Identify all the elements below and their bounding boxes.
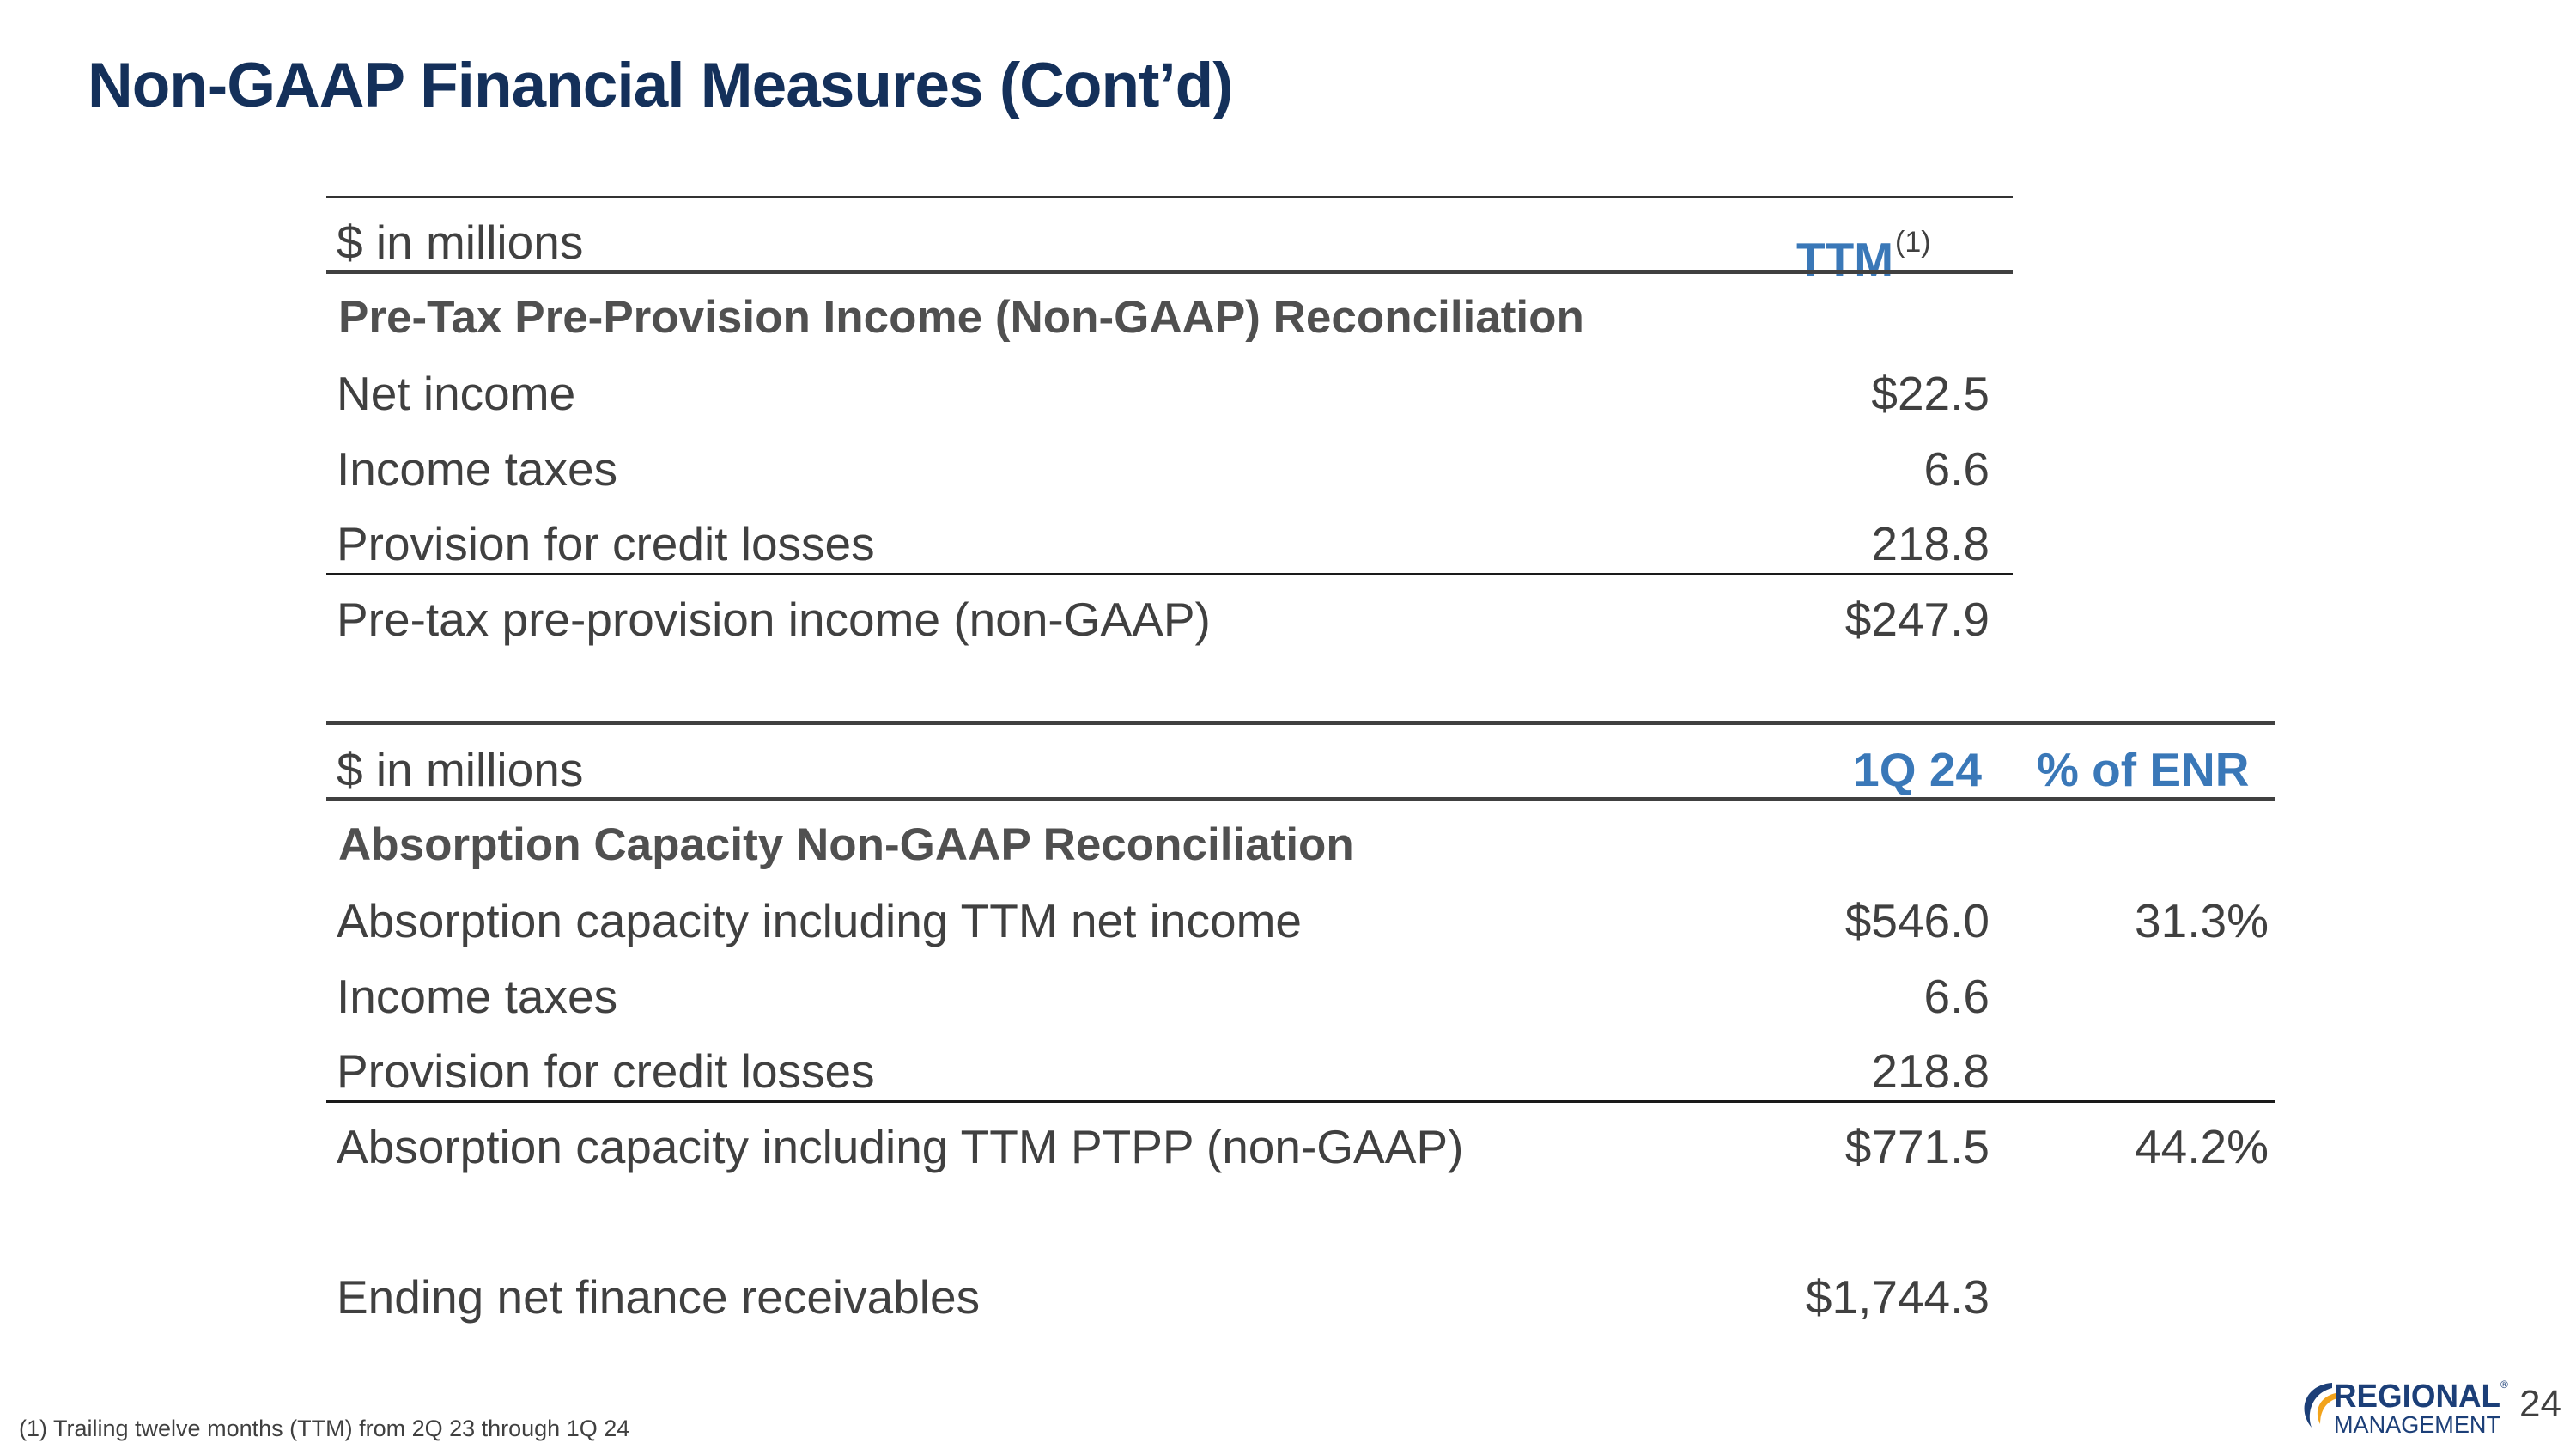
row-value: $1,744.3 — [1805, 1270, 1990, 1324]
row-label: Income taxes — [337, 970, 618, 1023]
table-row: Income taxes 6.6 — [337, 431, 1990, 507]
table1-section-title: Pre-Tax Pre-Provision Income (Non-GAAP) … — [338, 292, 1584, 343]
row-value: 218.8 — [1871, 517, 1990, 570]
logo-trademark: ® — [2500, 1379, 2508, 1391]
table2-subtotal-rule — [326, 1100, 2275, 1103]
table2-section-row: Absorption Capacity Non-GAAP Reconciliat… — [338, 807, 2270, 883]
table2-top-rule — [326, 721, 2275, 725]
row-value: 6.6 — [1923, 970, 1990, 1023]
table1-col-header: TTM(1) — [1796, 204, 1999, 297]
table-row: Provision for credit losses 218.8 — [337, 1033, 2269, 1109]
page-number: 24 — [2519, 1383, 2561, 1425]
footnote: (1) Trailing twelve months (TTM) from 2Q… — [19, 1416, 630, 1441]
logo-swoosh-accent-icon — [2317, 1393, 2337, 1424]
table1-section-row: Pre-Tax Pre-Provision Income (Non-GAAP) … — [338, 280, 2004, 356]
table-row: Provision for credit losses 218.8 — [337, 506, 1990, 581]
table2-col-header-pct-enr: % of ENR — [2037, 743, 2250, 796]
row-label: Absorption capacity including TTM net in… — [337, 894, 1302, 947]
table-row-total: Absorption capacity including TTM PTPP (… — [337, 1109, 2269, 1184]
table2-col-header-1q24: 1Q 24 — [1853, 743, 1982, 796]
table1-subtotal-rule — [326, 573, 2013, 575]
row-label: Income taxes — [337, 442, 618, 496]
table2-section-title: Absorption Capacity Non-GAAP Reconciliat… — [338, 819, 1354, 870]
table1-header-rule — [326, 270, 2013, 274]
row-label: Pre-tax pre-provision income (non-GAAP) — [337, 593, 1211, 646]
table-row: Net income $22.5 — [337, 356, 1990, 431]
logo-line1: REGIONAL — [2334, 1379, 2500, 1415]
table-row: Income taxes 6.6 — [337, 959, 2269, 1034]
logo-swoosh-icon — [2304, 1383, 2332, 1428]
table1-top-rule — [326, 196, 2013, 198]
table2-header-rule — [326, 797, 2275, 801]
table1-col-header-footnote-mark: (1) — [1895, 226, 1931, 259]
row-value: $546.0 — [1844, 894, 1990, 947]
row-label: Net income — [337, 367, 576, 420]
table-row-total: Pre-tax pre-provision income (non-GAAP) … — [337, 581, 1990, 657]
row-label: Absorption capacity including TTM PTPP (… — [337, 1120, 1464, 1173]
row-label: Provision for credit losses — [337, 517, 875, 570]
row-value: $22.5 — [1871, 367, 1990, 420]
table-row: Absorption capacity including TTM net in… — [337, 883, 2269, 959]
table1-header-row: $ in millions TTM(1) — [337, 204, 2002, 286]
table1-unit-label: $ in millions — [337, 216, 584, 269]
row-label: Provision for credit losses — [337, 1044, 875, 1098]
logo-line2: MANAGEMENT — [2334, 1411, 2500, 1438]
table2-unit-label: $ in millions — [337, 743, 584, 796]
table1-col-header-text: TTM — [1796, 233, 1894, 286]
row-value: 6.6 — [1923, 442, 1990, 496]
row-value: 218.8 — [1871, 1044, 1990, 1098]
row-value: $247.9 — [1844, 593, 1990, 646]
table-row-enr: Ending net finance receivables $1,744.3 — [337, 1259, 2269, 1335]
row-label: Ending net finance receivables — [337, 1270, 981, 1324]
page-title: Non-GAAP Financial Measures (Cont’d) — [88, 51, 1234, 120]
company-logo: REGIONAL ® MANAGEMENT — [2304, 1379, 2508, 1438]
row-pct: 44.2% — [2135, 1120, 2269, 1173]
row-pct: 31.3% — [2135, 894, 2269, 947]
table2-header-row: $ in millions 1Q 24 % of ENR — [337, 732, 2269, 807]
row-value: $771.5 — [1844, 1120, 1990, 1173]
